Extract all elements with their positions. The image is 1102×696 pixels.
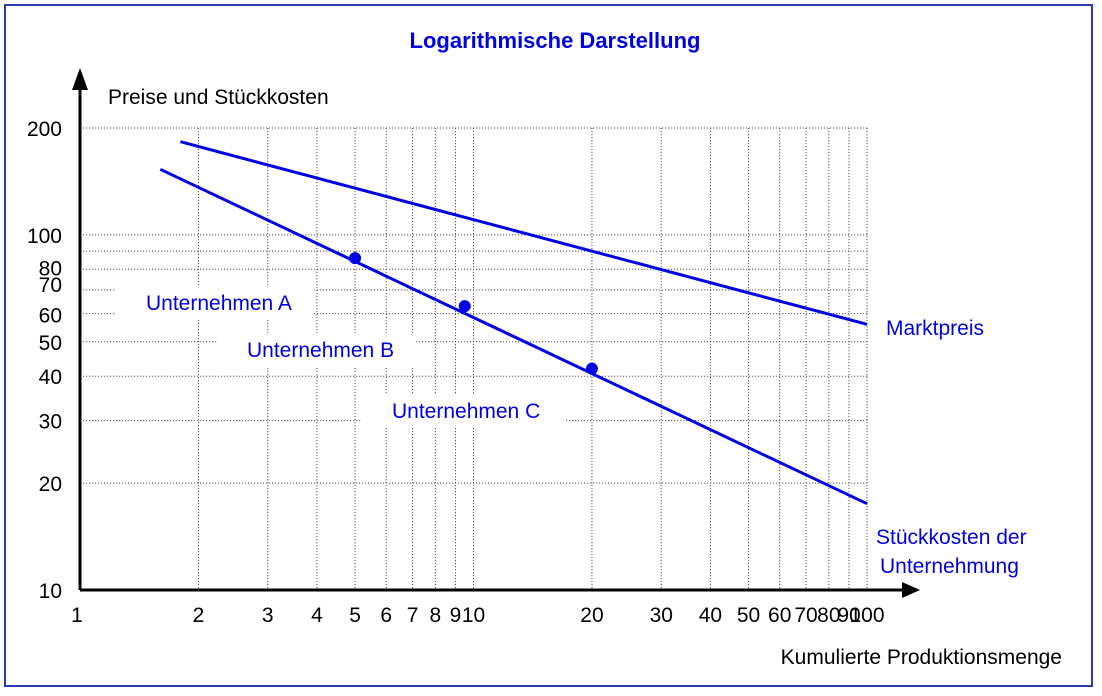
axes — [72, 68, 920, 598]
y-tick-label: 200 — [27, 118, 62, 141]
point-label: Unternehmen B — [247, 339, 394, 362]
data-point — [585, 362, 598, 375]
x-tick-label: 7 — [407, 604, 419, 627]
y-tick-label: 80 — [39, 257, 62, 280]
data-point — [458, 300, 471, 313]
y-tick-label: 30 — [39, 411, 62, 434]
x-tick-label: 5 — [349, 604, 361, 627]
y-tick-label: 20 — [39, 473, 62, 496]
x-tick-label: 9 — [450, 604, 462, 627]
annotations: Unternehmen A Unternehmen B Unternehmen C — [146, 292, 540, 423]
chart-frame — [4, 4, 1093, 687]
x-tick-label: 2 — [193, 604, 205, 627]
chart-title: Logarithmische Darstellung — [410, 28, 701, 53]
data-point — [349, 252, 362, 265]
x-tick-label: 20 — [580, 604, 603, 627]
x-tick-label: 1 — [71, 604, 83, 627]
data-points — [349, 252, 598, 375]
x-tick-label: 4 — [311, 604, 323, 627]
marktpreis-line — [180, 140, 868, 326]
x-tick-label: 80 — [817, 604, 840, 627]
x-tick-label: 70 — [794, 604, 817, 627]
y-tick-label: 50 — [39, 332, 62, 355]
series-label-marktpreis: Marktpreis — [886, 317, 984, 340]
series-label-stueckkosten-line1: Stückkosten der — [876, 526, 1027, 549]
x-tick-label: 40 — [699, 604, 722, 627]
x-tick-label: 6 — [380, 604, 392, 627]
x-tick-label: 100 — [849, 604, 884, 627]
x-axis-label: Kumulierte Produktionsmenge — [781, 646, 1062, 669]
x-axis-arrow — [902, 582, 920, 598]
x-tick-label: 50 — [737, 604, 760, 627]
x-tick-label: 3 — [262, 604, 274, 627]
x-tick-label: 10 — [462, 604, 485, 627]
x-tick-label: 90 — [837, 604, 860, 627]
grid — [80, 127, 869, 590]
stueckkosten-line — [159, 167, 868, 506]
point-label: Unternehmen A — [146, 292, 292, 315]
y-axis-label: Preise und Stückkosten — [108, 86, 329, 109]
label-background — [362, 394, 564, 428]
label-backgrounds — [116, 286, 564, 428]
x-tick-label: 30 — [650, 604, 673, 627]
x-tick-label: 8 — [430, 604, 442, 627]
y-tick-label: 40 — [39, 366, 62, 389]
y-axis-arrow — [72, 68, 88, 90]
label-background — [217, 333, 415, 367]
x-tick-label: 60 — [768, 604, 791, 627]
series-lines — [159, 140, 868, 506]
y-tick-label: 10 — [39, 580, 62, 603]
y-tick-label: 70 — [39, 274, 62, 297]
point-label: Unternehmen C — [392, 400, 540, 423]
y-tick-label: 100 — [27, 225, 62, 248]
label-background — [116, 286, 312, 320]
series-label-stueckkosten-line2: Unternehmung — [880, 555, 1019, 578]
y-tick-label: 60 — [39, 305, 62, 328]
